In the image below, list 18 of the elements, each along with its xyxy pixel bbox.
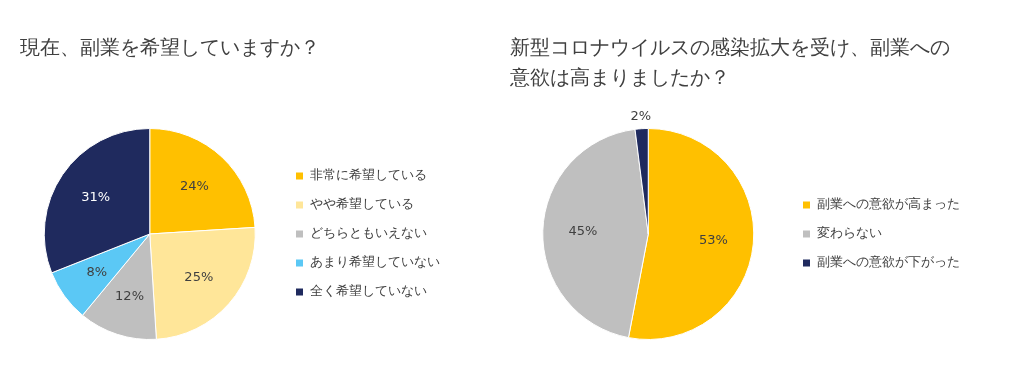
data-label: 31%	[81, 188, 111, 204]
legend-label: 非常に希望している	[310, 167, 427, 183]
data-label: 25%	[184, 268, 214, 284]
data-label: 2%	[630, 108, 652, 124]
legend-label: どちらともいえない	[310, 225, 427, 241]
data-label: 8%	[86, 263, 108, 279]
data-label: 53%	[698, 231, 728, 247]
data-label: 12%	[115, 287, 144, 303]
data-label: 45%	[568, 223, 598, 239]
chart-title: 新型コロナウイルスの感染拡大を受け、副業への意欲は高まりましたか？	[510, 34, 951, 91]
legend-label: やや希望している	[310, 196, 414, 212]
legend-label: 全く希望していない	[310, 283, 427, 299]
chart-title: 現在、副業を希望していますか？	[20, 34, 321, 61]
legend-label: あまり希望していない	[310, 254, 440, 270]
legend-label: 変わらない	[817, 225, 882, 241]
legend-label: 副業への意欲が下がった	[817, 254, 960, 270]
data-label: 24%	[180, 177, 209, 193]
legend-label: 副業への意欲が高まった	[817, 196, 960, 212]
